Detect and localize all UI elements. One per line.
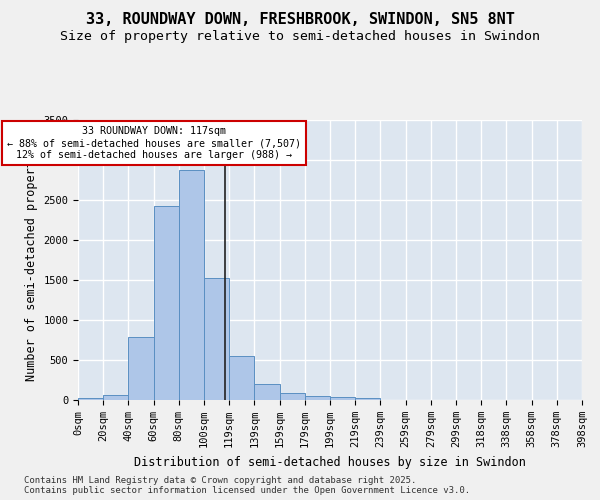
Bar bbox=[229, 356, 254, 400]
Bar bbox=[330, 397, 355, 400]
Bar bbox=[254, 384, 280, 400]
Text: 33, ROUNDWAY DOWN, FRESHBROOK, SWINDON, SN5 8NT: 33, ROUNDWAY DOWN, FRESHBROOK, SWINDON, … bbox=[86, 12, 514, 28]
Bar bbox=[128, 337, 154, 400]
Bar bbox=[154, 206, 179, 400]
Bar bbox=[355, 398, 380, 400]
Bar bbox=[280, 393, 305, 400]
X-axis label: Distribution of semi-detached houses by size in Swindon: Distribution of semi-detached houses by … bbox=[134, 456, 526, 468]
Bar bbox=[179, 170, 204, 400]
Bar bbox=[204, 278, 229, 400]
Text: Size of property relative to semi-detached houses in Swindon: Size of property relative to semi-detach… bbox=[60, 30, 540, 43]
Bar bbox=[305, 396, 330, 400]
Y-axis label: Number of semi-detached properties: Number of semi-detached properties bbox=[25, 139, 38, 381]
Text: Contains HM Land Registry data © Crown copyright and database right 2025.
Contai: Contains HM Land Registry data © Crown c… bbox=[24, 476, 470, 495]
Bar bbox=[103, 395, 128, 400]
Text: 33 ROUNDWAY DOWN: 117sqm
← 88% of semi-detached houses are smaller (7,507)
12% o: 33 ROUNDWAY DOWN: 117sqm ← 88% of semi-d… bbox=[7, 126, 301, 160]
Bar bbox=[78, 398, 103, 400]
